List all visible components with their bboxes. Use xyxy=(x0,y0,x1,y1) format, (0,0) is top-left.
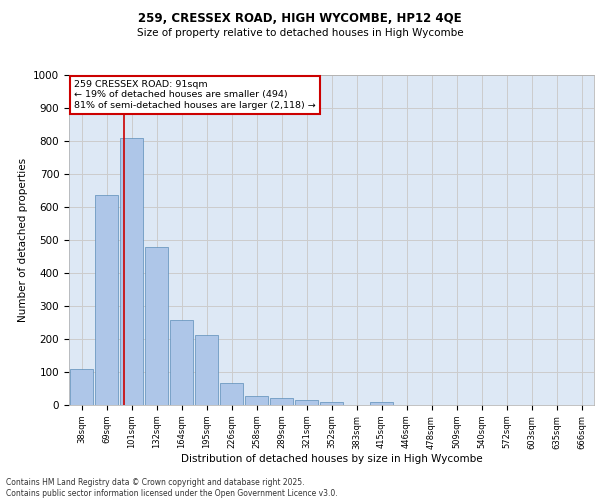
X-axis label: Distribution of detached houses by size in High Wycombe: Distribution of detached houses by size … xyxy=(181,454,482,464)
Bar xyxy=(194,335,218,405)
Bar xyxy=(245,396,268,405)
Bar xyxy=(269,398,293,405)
Text: 259, CRESSEX ROAD, HIGH WYCOMBE, HP12 4QE: 259, CRESSEX ROAD, HIGH WYCOMBE, HP12 4Q… xyxy=(138,12,462,26)
Text: 259 CRESSEX ROAD: 91sqm
← 19% of detached houses are smaller (494)
81% of semi-d: 259 CRESSEX ROAD: 91sqm ← 19% of detache… xyxy=(74,80,316,110)
Y-axis label: Number of detached properties: Number of detached properties xyxy=(17,158,28,322)
Bar xyxy=(145,246,169,405)
Bar xyxy=(119,138,143,405)
Text: Size of property relative to detached houses in High Wycombe: Size of property relative to detached ho… xyxy=(137,28,463,38)
Bar xyxy=(370,402,394,405)
Bar xyxy=(95,196,118,405)
Bar xyxy=(320,402,343,405)
Text: Contains HM Land Registry data © Crown copyright and database right 2025.
Contai: Contains HM Land Registry data © Crown c… xyxy=(6,478,338,498)
Bar xyxy=(70,368,94,405)
Bar xyxy=(170,320,193,405)
Bar xyxy=(220,383,244,405)
Bar xyxy=(295,400,319,405)
